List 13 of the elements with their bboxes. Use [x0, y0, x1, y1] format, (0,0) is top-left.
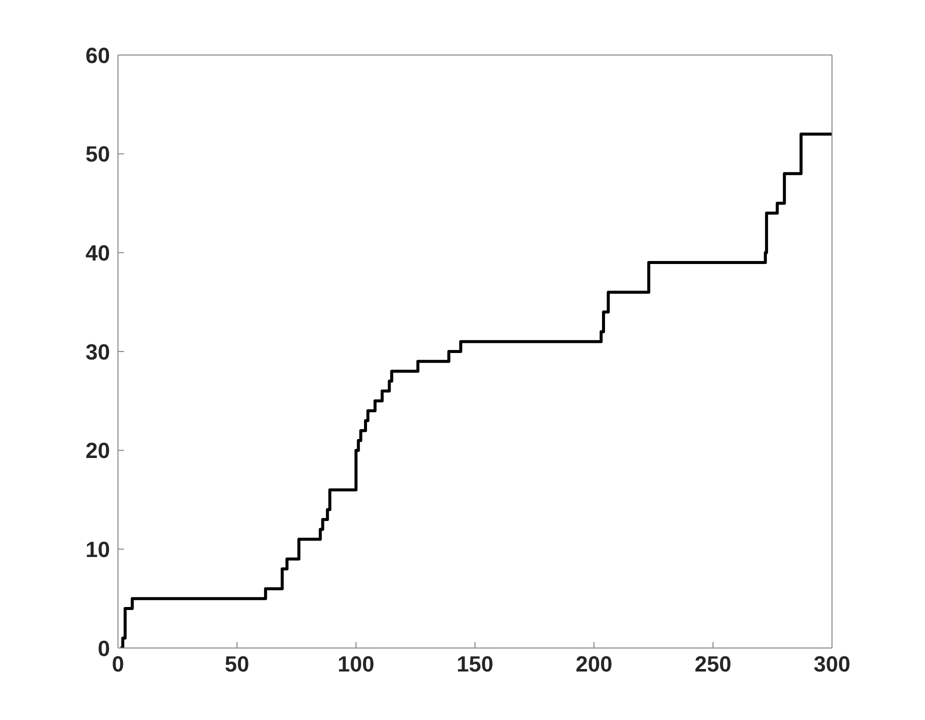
y-tick-label: 20 [86, 438, 110, 464]
y-tick-label: 30 [86, 339, 110, 364]
x-tick-label: 100 [338, 652, 374, 677]
x-tick-label: 50 [224, 652, 250, 677]
y-tick-label: 40 [86, 240, 110, 266]
y-tick-label: 0 [98, 636, 110, 661]
x-tick-label: 300 [814, 652, 850, 677]
y-tick-label: 60 [86, 42, 110, 68]
x-tick-label: 250 [694, 652, 732, 677]
y-tick-label: 50 [86, 142, 110, 167]
x-tick-label: 150 [456, 652, 494, 677]
y-tick-label: 10 [86, 536, 110, 562]
x-tick-label: 200 [576, 652, 612, 677]
